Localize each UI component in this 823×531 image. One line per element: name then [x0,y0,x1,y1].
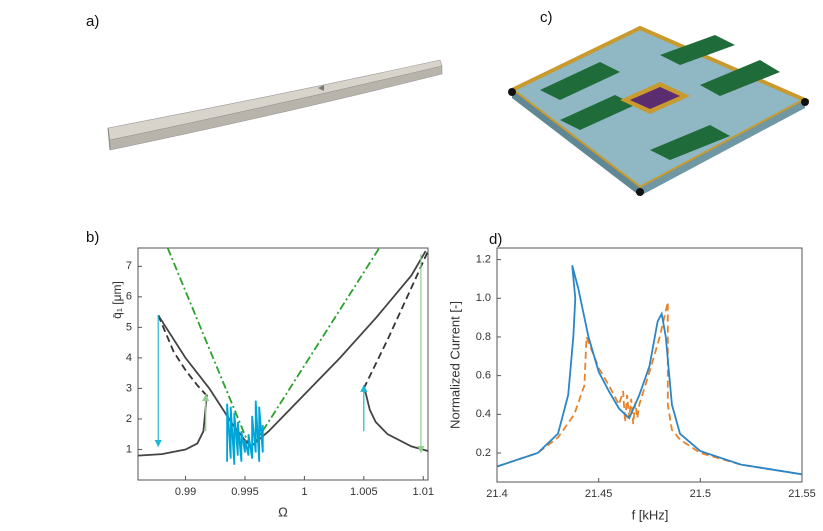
y-tick-label: 3 [126,382,132,394]
x-tick-label: 21.45 [585,488,613,500]
beam-illustration [108,60,442,150]
y-tick-label: 1.2 [476,254,491,266]
y-axis-label: Normalized Current [-] [447,301,462,429]
y-tick-label: 0.4 [476,408,491,420]
x-axis-label: f [kHz] [632,507,669,522]
panel-label: a) [86,13,99,30]
y-tick-label: 0.6 [476,370,491,382]
y-tick-label: 2 [126,413,132,425]
y-tick-label: 6 [126,291,132,303]
x-tick-label: 0.99 [175,486,196,498]
x-axis-label: Ω [278,504,288,519]
panel-label: b) [86,229,99,246]
y-tick-label: 0.8 [476,331,491,343]
x-tick-label: 1.005 [350,486,378,498]
page: {"panel_labels": ["a)", "b)", "c)", "d)"… [0,0,823,526]
y-tick-label: 7 [126,260,132,272]
y-tick-label: 5 [126,321,132,333]
series-line [227,401,263,465]
x-tick-label: 0.995 [231,486,259,498]
y-tick-label: 1.0 [476,292,491,304]
x-tick-label: 1 [301,486,307,498]
panel-label: d) [489,231,502,248]
y-tick-label: 0.2 [476,447,491,459]
x-tick-label: 21.55 [788,488,816,500]
device-illustration [508,28,809,196]
panel-label: c) [540,9,553,26]
figure: a) b) c) d) Ω q̄₁ [μm] f [kHz] Normalize… [0,0,823,526]
y-tick-label: 1 [126,443,132,455]
x-tick-label: 1.01 [413,486,434,498]
y-axis-label: q̄₁ [μm] [110,281,124,319]
x-tick-label: 21.4 [486,488,507,500]
x-tick-label: 21.5 [690,488,711,500]
y-tick-label: 4 [126,352,132,364]
